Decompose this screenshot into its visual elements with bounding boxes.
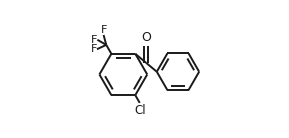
Text: F: F <box>100 25 107 35</box>
Text: O: O <box>141 31 151 44</box>
Text: Cl: Cl <box>135 104 146 117</box>
Text: F: F <box>91 35 97 45</box>
Text: F: F <box>90 44 97 54</box>
